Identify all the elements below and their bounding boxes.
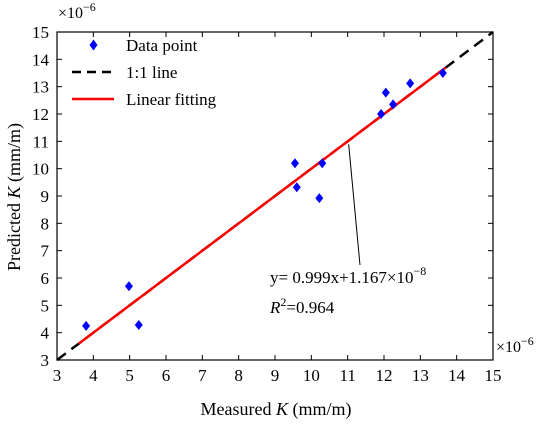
fit-equation: y= 0.999x+1.167×10−8 (270, 264, 426, 287)
legend-label-data-point: Data point (126, 36, 198, 55)
x-tick-label: 7 (198, 366, 207, 385)
x-tick-label: 14 (448, 366, 466, 385)
y-tick-label: 9 (41, 187, 50, 206)
x-axis-label: Measured K (mm/m) (201, 399, 352, 420)
y-tick-label: 5 (41, 296, 50, 315)
y-axis-ticks: 3 4 5 6 7 8 9 10 11 12 13 14 15 (32, 23, 493, 370)
y-tick-label: 8 (41, 214, 50, 233)
y-tick-label: 12 (32, 105, 49, 124)
x-tick-label: 13 (412, 366, 429, 385)
data-point-marker (406, 78, 415, 89)
x-tick-label: 9 (271, 366, 280, 385)
legend: Data point 1:1 line Linear fitting (72, 36, 217, 109)
y-axis-label: Predicted K (mm/m) (4, 123, 25, 271)
y-tick-label: 11 (33, 132, 49, 151)
x-tick-label: 4 (89, 366, 98, 385)
x-tick-label: 8 (234, 366, 243, 385)
series-layer (56, 31, 494, 361)
r-squared: R2=0.964 (269, 295, 335, 317)
y-tick-label: 6 (41, 269, 50, 288)
annotation-pointer (348, 144, 361, 266)
y-tick-label: 14 (32, 50, 50, 69)
y-tick-label: 7 (41, 242, 50, 261)
data-point-marker (389, 99, 398, 110)
x-tick-label: 3 (53, 366, 62, 385)
x-tick-label: 6 (162, 366, 171, 385)
data-point-marker (134, 320, 143, 331)
y-tick-label: 3 (41, 351, 50, 370)
legend-label-linear-fitting: Linear fitting (126, 90, 217, 109)
y-tick-label: 10 (32, 160, 49, 179)
data-point-marker (82, 320, 91, 331)
data-point-marker (290, 158, 299, 169)
x-tick-label: 11 (339, 366, 355, 385)
data-point-marker (377, 109, 386, 119)
x-tick-label: 5 (125, 366, 134, 385)
x-tick-label: 10 (303, 366, 320, 385)
x-tick-label: 12 (376, 366, 393, 385)
data-point-marker (292, 182, 301, 193)
legend-marker-data-point (89, 39, 98, 51)
y-tick-label: 13 (32, 78, 49, 97)
y-axis-multiplier: ×10−6 (58, 0, 96, 22)
y-tick-label: 4 (41, 324, 50, 343)
data-point-marker (315, 193, 324, 204)
x-axis-multiplier: ×10−6 (496, 334, 534, 356)
legend-label-1to1-line: 1:1 line (126, 63, 177, 82)
x-axis-ticks: 3 4 5 6 7 8 9 10 11 12 13 14 15 (53, 32, 502, 385)
data-point-marker (318, 158, 327, 169)
x-tick-label: 15 (485, 366, 502, 385)
data-point-marker (438, 68, 447, 78)
data-point-marker (381, 87, 390, 98)
y-tick-label: 15 (32, 23, 49, 42)
data-point-marker (124, 281, 133, 292)
